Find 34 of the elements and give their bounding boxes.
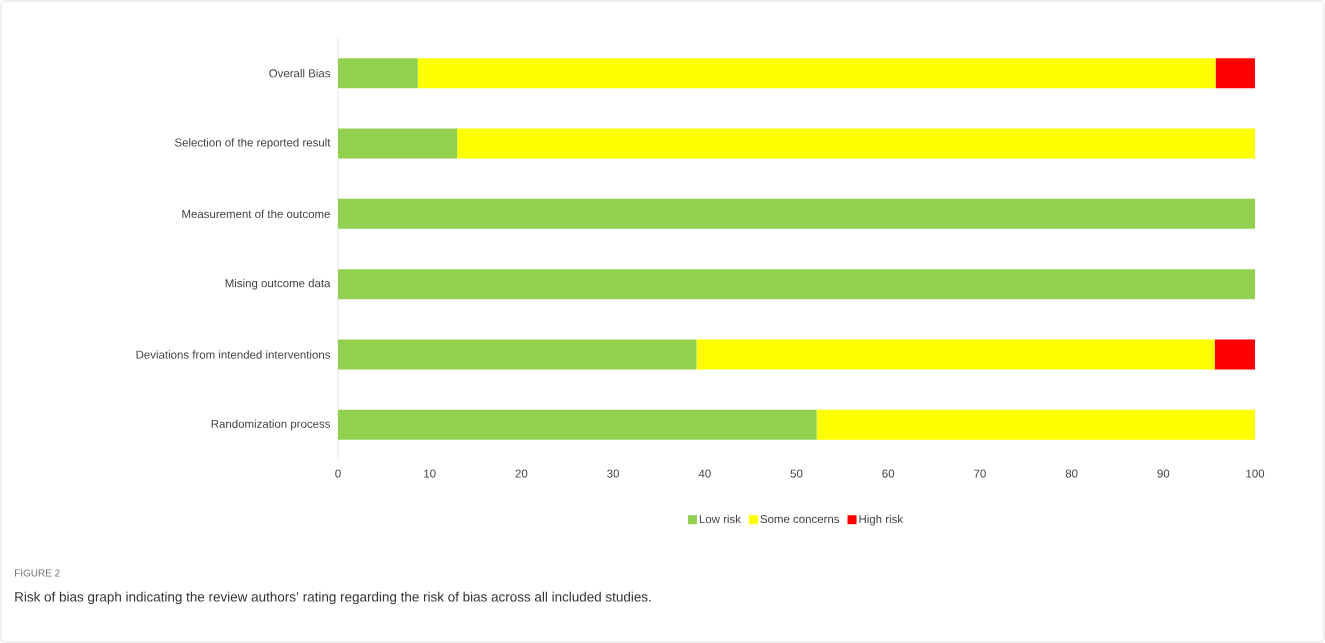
bar [338,128,458,159]
legend-label: High risk [859,514,904,526]
y-tick-label: Selection of the reported result [174,138,331,149]
y-tick-label: Measurement of the outcome [182,209,330,219]
x-tick-label: 20 [515,469,528,478]
legend-label: Some concerns [760,514,840,524]
x-tick-label: 60 [882,469,895,478]
x-tick-label: 90 [1157,469,1170,478]
x-tick-label: 0 [335,469,341,478]
bar [338,339,697,370]
legend-label: Low risk [699,514,741,524]
y-tick-label: Randomization process [211,419,331,431]
bar [1215,58,1256,89]
y-tick-label: Overall Bias [269,68,331,78]
caption: FIGURE 2 [15,569,60,577]
x-tick-label: 80 [1065,469,1078,478]
bar [696,339,1215,370]
bar [816,409,1256,440]
x-tick-label: 100 [1246,469,1265,478]
x-tick-label: 70 [974,469,986,478]
y-tick-label: Mising outcome data [225,278,331,290]
y-tick-label: Deviations from intended interventions [136,350,331,359]
bar [338,198,1256,229]
bar [338,58,418,89]
x-tick-label: 10 [424,469,436,478]
x-tick-label: 50 [790,469,803,478]
x-tick-label: 40 [698,469,711,478]
x-tick-label: 30 [607,469,620,478]
bar [338,409,817,440]
bar [1214,339,1256,370]
bar [417,58,1216,89]
bar [457,128,1256,159]
text: Risk of bias graph indicating the review authors’ rating regarding the risk of bias across all included studies. [15,591,651,605]
bar [338,269,1256,300]
